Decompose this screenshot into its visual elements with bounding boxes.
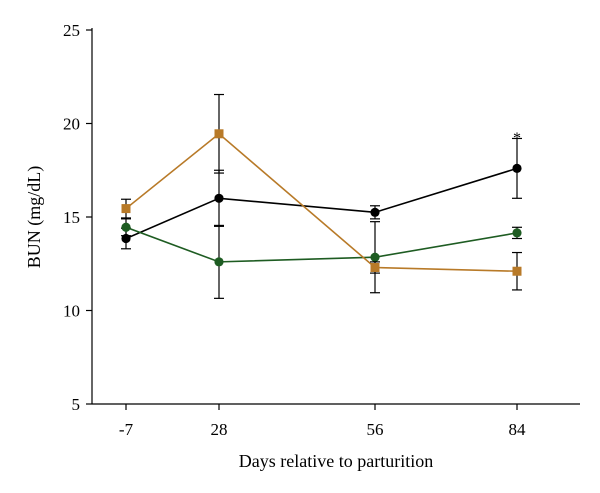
- y-tick-label: 25: [63, 21, 80, 40]
- data-point: [214, 193, 224, 203]
- y-axis-ticks: 5 10 15 20 25: [63, 21, 92, 414]
- data-point: [512, 228, 522, 238]
- x-tick-label: -7: [119, 420, 134, 439]
- annotation-layer: *: [513, 130, 521, 147]
- x-axis-title: Days relative to parturition: [239, 451, 433, 471]
- significance-marker: *: [513, 130, 521, 147]
- y-axis-title: BUN (mg/dL): [24, 166, 45, 269]
- data-point: [214, 129, 224, 139]
- axes: [91, 28, 580, 405]
- series-line: [125, 167, 518, 240]
- data-point: [370, 252, 380, 262]
- data-point: [512, 163, 522, 173]
- y-tick-label: 20: [63, 115, 80, 134]
- series-3: [121, 93, 522, 291]
- y-tick-label: 5: [72, 395, 81, 414]
- data-point: [121, 204, 131, 214]
- series-line: [125, 226, 518, 263]
- y-tick-label: 10: [63, 302, 80, 321]
- x-tick-label: 28: [211, 420, 228, 439]
- data-point: [121, 222, 131, 232]
- series-layer: [121, 93, 522, 299]
- series-line: [125, 132, 518, 273]
- data-point: [370, 262, 380, 272]
- data-point: [214, 257, 224, 267]
- series-1: [121, 137, 522, 250]
- series-2: [121, 218, 522, 299]
- data-point: [512, 266, 522, 276]
- y-tick-label: 15: [63, 208, 80, 227]
- x-tick-label: 84: [509, 420, 527, 439]
- x-axis-ticks: -7 28 56 84: [119, 404, 526, 439]
- data-point: [370, 207, 380, 217]
- x-tick-label: 56: [367, 420, 384, 439]
